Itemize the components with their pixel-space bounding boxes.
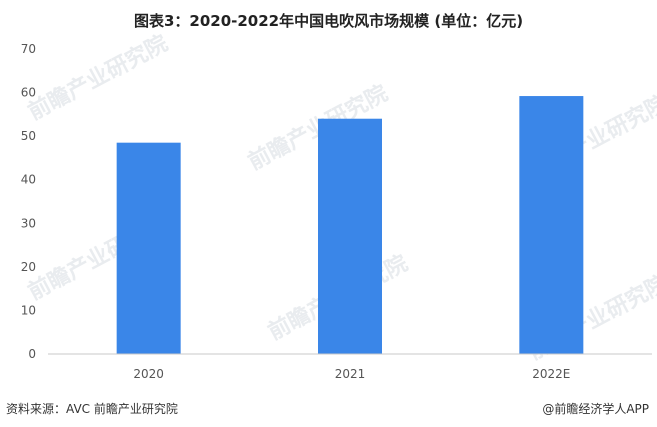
y-tick-label: 70: [21, 42, 36, 56]
x-tick-label: 2020: [133, 367, 164, 381]
x-axis: 2020 2021 2022E: [48, 353, 652, 381]
y-tick-label: 40: [21, 173, 36, 187]
y-tick-label: 20: [21, 260, 36, 274]
bar-2022E: [519, 96, 584, 355]
bar-2020: [116, 142, 181, 354]
brand-label: @前瞻经济学人APP: [542, 402, 649, 416]
y-tick-label: 50: [21, 129, 36, 143]
y-axis: 0 10 20 30 40 50 60 70: [21, 42, 36, 361]
x-tick-label: 2022E: [532, 367, 570, 381]
bars: [116, 96, 584, 355]
chart-title: 图表3：2020-2022年中国电吹风市场规模 (单位：亿元): [133, 12, 524, 30]
source-note: 资料来源：AVC 前瞻产业研究院: [6, 402, 178, 416]
bar-2021: [318, 118, 382, 354]
y-tick-label: 0: [28, 347, 36, 361]
y-tick-label: 30: [21, 216, 36, 230]
x-tick-label: 2021: [335, 367, 366, 381]
y-tick-label: 60: [21, 86, 36, 100]
y-tick-label: 10: [21, 303, 36, 317]
